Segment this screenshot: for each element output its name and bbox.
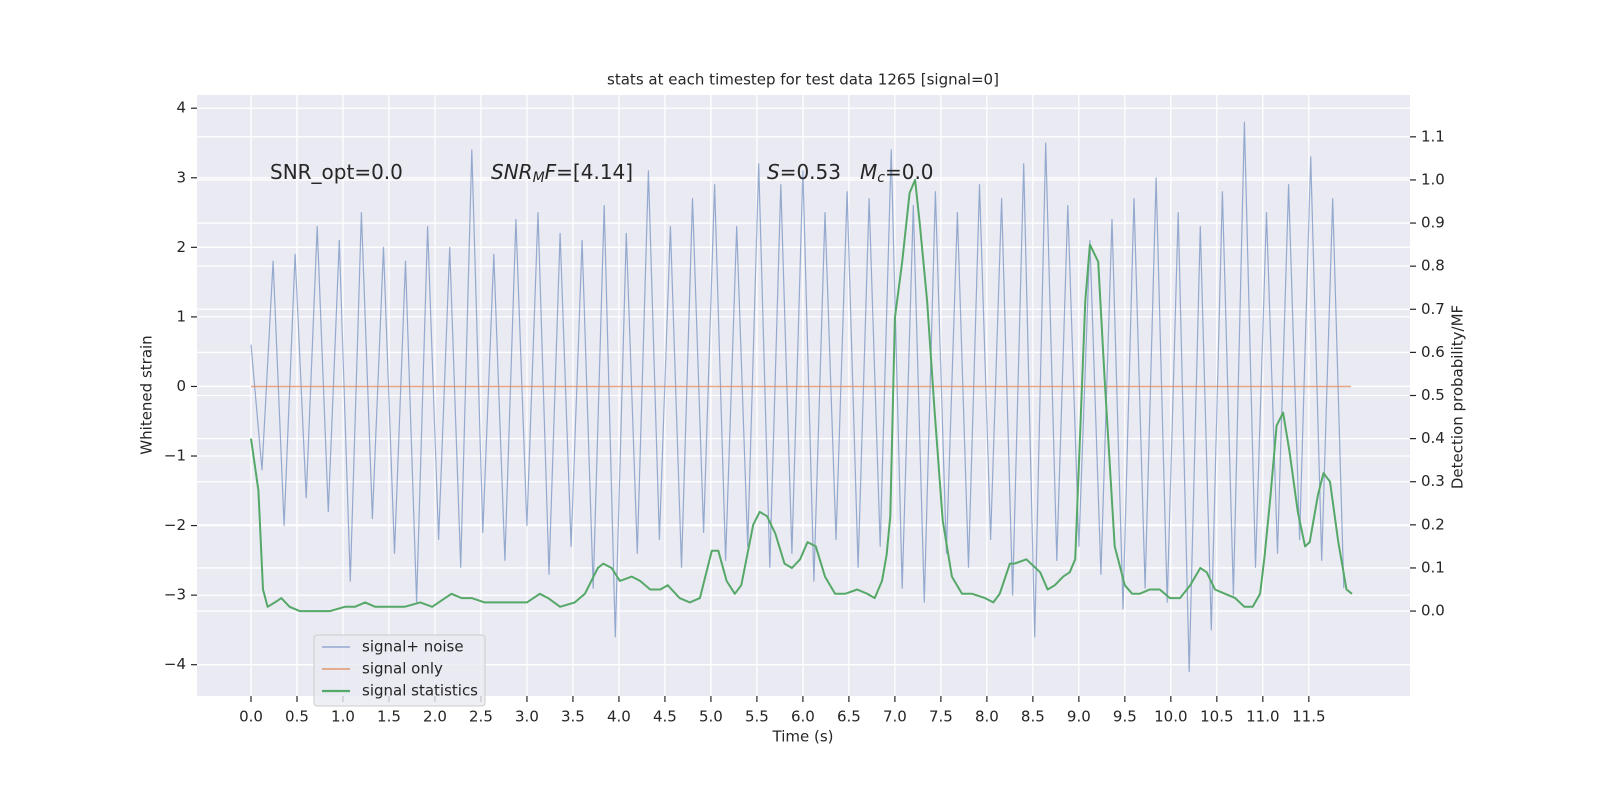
- y-tick-label: −1: [164, 447, 186, 465]
- annotation-part: =[4.14]: [556, 160, 633, 184]
- y2-tick-label: 0.8: [1421, 257, 1445, 275]
- x-tick-label: 7.0: [883, 708, 907, 726]
- annotation-part: =0.0: [885, 160, 934, 184]
- y-tick-label: 1: [176, 307, 186, 325]
- y2-tick-label: 0.2: [1421, 515, 1445, 533]
- annotation: S=0.53: [767, 160, 841, 184]
- x-tick-label: 2.0: [423, 708, 447, 726]
- series-line: [250, 178, 1353, 613]
- x-tick-label: 5.0: [699, 708, 723, 726]
- chart-title: stats at each timestep for test data 126…: [607, 71, 999, 89]
- annotation-part: M: [533, 170, 545, 186]
- x-tick-label: 9.5: [1113, 708, 1137, 726]
- x-tick-label: 3.5: [561, 708, 585, 726]
- legend-label: signal+ noise: [362, 638, 464, 656]
- x-tick-label: 10.0: [1154, 708, 1187, 726]
- x-tick-label: 11.5: [1292, 708, 1325, 726]
- x-tick-label: 1.0: [331, 708, 355, 726]
- x-tick-label: 4.0: [607, 708, 631, 726]
- annotation-part: F: [545, 160, 557, 184]
- y2-tick-label: 1.1: [1421, 127, 1445, 145]
- x-tick-label: 4.5: [653, 708, 677, 726]
- y2-tick-label: 0.0: [1421, 602, 1445, 620]
- annotation-part: c: [877, 170, 885, 186]
- legend-label: signal statistics: [362, 682, 478, 700]
- annotation-part: SNR: [491, 160, 533, 184]
- y-tick-label: 4: [176, 99, 186, 117]
- x-tick-label: 8.0: [975, 708, 999, 726]
- y-tick-label: 2: [176, 238, 186, 256]
- y-tick-label: −2: [164, 516, 186, 534]
- legend-label: signal only: [362, 660, 443, 678]
- annotation-part: S: [767, 160, 780, 184]
- y2-axis-label: Detection probability/MF: [1449, 305, 1467, 489]
- annotation-part: SNR_opt=0.0: [270, 160, 403, 184]
- annotation: Mc=0.0: [860, 160, 934, 187]
- x-tick-label: 2.5: [469, 708, 493, 726]
- x-tick-label: 8.5: [1021, 708, 1045, 726]
- x-tick-label: 10.5: [1200, 708, 1233, 726]
- x-tick-label: 3.0: [515, 708, 539, 726]
- annotation: SNRMF=[4.14]: [491, 160, 633, 187]
- y2-tick-label: 0.5: [1421, 386, 1445, 404]
- x-tick-label: 6.0: [791, 708, 815, 726]
- y-axis-label: Whitened strain: [138, 335, 156, 454]
- x-tick-label: 11.0: [1246, 708, 1279, 726]
- annotation: SNR_opt=0.0: [270, 160, 403, 184]
- y2-tick-label: 0.4: [1421, 429, 1445, 447]
- legend-box: [313, 634, 486, 707]
- annotation-part: M: [860, 160, 877, 184]
- x-tick-label: 1.5: [377, 708, 401, 726]
- x-tick-label: 6.5: [837, 708, 861, 726]
- y-tick-label: −4: [164, 655, 186, 673]
- y2-tick-label: 0.1: [1421, 558, 1445, 576]
- y2-tick-label: 0.3: [1421, 472, 1445, 490]
- x-tick-label: 0.0: [239, 708, 263, 726]
- y2-tick-label: 1.0: [1421, 170, 1445, 188]
- series-line: [250, 121, 1345, 673]
- legend: signal+ noise signal only signal statistic…: [313, 634, 486, 707]
- y-tick-label: −3: [164, 586, 186, 604]
- y-tick-label: 3: [176, 168, 186, 186]
- x-tick-label: 5.5: [745, 708, 769, 726]
- y2-tick-label: 0.9: [1421, 214, 1445, 232]
- y-tick-label: 0: [176, 377, 186, 395]
- x-tick-label: 0.5: [285, 708, 309, 726]
- x-tick-label: 7.5: [929, 708, 953, 726]
- y2-tick-label: 0.7: [1421, 300, 1445, 318]
- x-tick-label: 9.0: [1067, 708, 1091, 726]
- annotation-part: =0.53: [780, 160, 841, 184]
- x-axis-label: Time (s): [772, 728, 834, 746]
- y2-tick-label: 0.6: [1421, 343, 1445, 361]
